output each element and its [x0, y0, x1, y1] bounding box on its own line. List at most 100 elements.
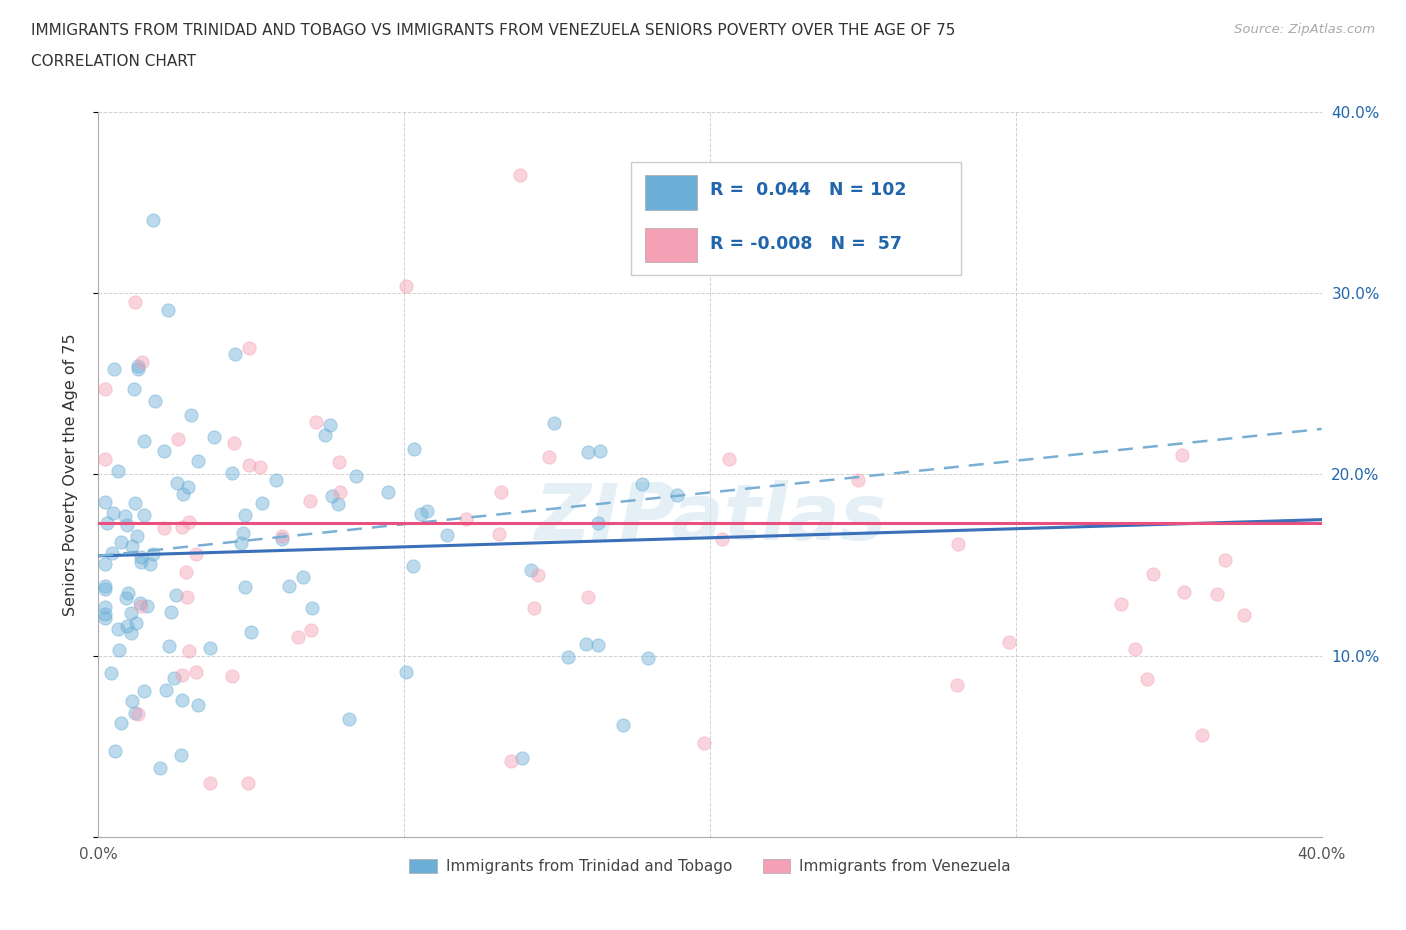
Point	[165, 588, 187, 603]
Point	[127, 358, 149, 373]
Point	[270, 531, 292, 546]
Point	[155, 683, 177, 698]
Point	[693, 736, 716, 751]
Point	[110, 534, 132, 549]
Point	[96, 516, 118, 531]
Point	[221, 669, 243, 684]
Y-axis label: Seniors Poverty Over the Age of 75: Seniors Poverty Over the Age of 75	[63, 333, 77, 616]
Point	[395, 278, 418, 293]
Point	[177, 479, 200, 494]
Point	[249, 460, 271, 475]
Point	[520, 563, 543, 578]
Point	[100, 666, 122, 681]
Point	[121, 694, 143, 709]
Point	[198, 641, 221, 656]
Point	[108, 643, 131, 658]
Point	[314, 428, 336, 443]
Point	[238, 776, 260, 790]
Point	[131, 354, 153, 369]
Point	[1205, 587, 1227, 602]
Point	[176, 590, 198, 604]
FancyBboxPatch shape	[645, 228, 696, 262]
Point	[177, 515, 200, 530]
Point	[107, 622, 129, 637]
Point	[575, 637, 598, 652]
Point	[277, 578, 299, 593]
Point	[233, 579, 256, 594]
Point	[270, 529, 292, 544]
Point	[557, 649, 579, 664]
Point	[139, 557, 162, 572]
Point	[121, 538, 143, 553]
Legend: Immigrants from Trinidad and Tobago, Immigrants from Venezuela: Immigrants from Trinidad and Tobago, Imm…	[404, 853, 1017, 880]
Point	[612, 718, 634, 733]
Point	[576, 590, 599, 604]
Point	[337, 711, 360, 726]
Point	[120, 626, 142, 641]
Point	[238, 340, 260, 355]
Point	[93, 579, 115, 594]
Point	[153, 444, 176, 458]
Point	[710, 532, 733, 547]
Point	[136, 598, 159, 613]
Point	[125, 616, 148, 631]
Point	[488, 526, 510, 541]
Point	[127, 362, 149, 377]
Text: IMMIGRANTS FROM TRINIDAD AND TOBAGO VS IMMIGRANTS FROM VENEZUELA SENIORS POVERTY: IMMIGRANTS FROM TRINIDAD AND TOBAGO VS I…	[31, 23, 955, 38]
Point	[177, 644, 200, 658]
Point	[523, 601, 546, 616]
Point	[491, 485, 513, 499]
Point	[93, 600, 115, 615]
Point	[172, 668, 194, 683]
Point	[101, 506, 124, 521]
Point	[93, 610, 115, 625]
Point	[543, 416, 565, 431]
Point	[456, 512, 478, 526]
Point	[229, 536, 252, 551]
Point	[402, 558, 425, 573]
Point	[235, 508, 257, 523]
Point	[637, 651, 659, 666]
Point	[232, 525, 254, 540]
Text: R = -0.008   N =  57: R = -0.008 N = 57	[710, 235, 901, 253]
Point	[1109, 597, 1132, 612]
Point	[104, 744, 127, 759]
Point	[287, 630, 309, 644]
Point	[132, 433, 155, 448]
Point	[174, 565, 197, 579]
Point	[717, 451, 740, 466]
Point	[103, 362, 125, 377]
Point	[1171, 447, 1194, 462]
Point	[416, 504, 439, 519]
Point	[163, 671, 186, 685]
Point	[395, 665, 418, 680]
Point	[1233, 608, 1256, 623]
Text: Source: ZipAtlas.com: Source: ZipAtlas.com	[1234, 23, 1375, 36]
Point	[946, 537, 969, 551]
Point	[142, 547, 165, 562]
Point	[124, 496, 146, 511]
Point	[170, 748, 193, 763]
Point	[166, 432, 188, 446]
Point	[221, 466, 243, 481]
Point	[93, 606, 115, 621]
Point	[129, 554, 152, 569]
Point	[153, 521, 176, 536]
Point	[125, 528, 148, 543]
Point	[93, 381, 115, 396]
Point	[344, 469, 367, 484]
Text: R =  0.044   N = 102: R = 0.044 N = 102	[710, 181, 907, 199]
Point	[110, 715, 132, 730]
Point	[170, 693, 193, 708]
Point	[172, 487, 194, 502]
Point	[586, 637, 609, 652]
Point	[328, 497, 350, 512]
Point	[115, 591, 138, 605]
Point	[107, 463, 129, 478]
Point	[1173, 585, 1195, 600]
Point	[537, 450, 560, 465]
Point	[115, 518, 138, 533]
Point	[120, 605, 142, 620]
Point	[998, 634, 1021, 649]
Point	[238, 458, 260, 473]
